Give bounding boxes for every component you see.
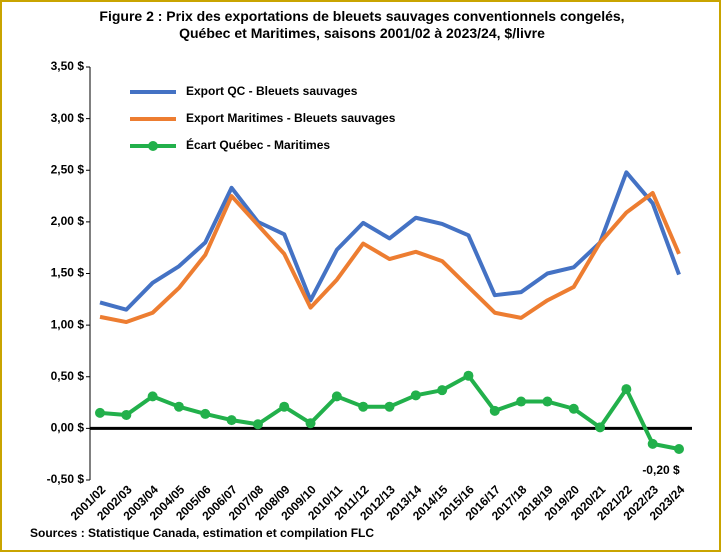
legend-label: Export Maritimes - Bleuets sauvages [186,111,396,125]
series-line [99,170,681,312]
series-marker [437,385,448,396]
series-line [99,373,680,451]
series-marker [384,401,395,412]
y-tick-label: 1,50 $ [51,266,85,280]
value-label: -0,20 $ [642,463,680,477]
legend-label: Export QC - Bleuets sauvages [186,84,358,98]
series-marker [489,405,500,416]
legend-marker [148,141,158,151]
y-tick-label: 1,00 $ [51,317,85,331]
y-tick-label: 3,00 $ [51,111,85,125]
y-tick-label: 0,00 $ [51,421,85,435]
chart-title: Figure 2 : Prix des exportations de bleu… [99,8,625,41]
y-tick-label: 0,50 $ [51,369,85,383]
series-marker [358,401,369,412]
series-marker [674,444,684,455]
series-marker [305,418,316,429]
series-marker [331,391,342,402]
series-marker [542,396,553,407]
legend-label: Écart Québec - Maritimes [186,137,330,152]
series-marker [121,409,132,420]
series-marker [647,438,658,449]
y-tick-label: -0,50 $ [47,472,85,486]
series-marker [252,419,263,430]
series-marker [568,403,579,414]
series-marker [516,396,527,407]
series-marker [279,401,290,412]
series-marker [226,415,237,426]
series-marker [410,390,421,401]
y-tick-label: 2,50 $ [51,162,85,176]
series-line [99,190,681,325]
y-tick-label: 2,00 $ [51,214,85,228]
source-note: Sources : Statistique Canada, estimation… [30,526,374,540]
series-marker [147,391,158,402]
series-marker [173,401,184,412]
series-marker [463,370,474,381]
series-marker [595,422,606,433]
y-tick-label: 3,50 $ [51,59,85,73]
series-marker [95,407,105,418]
series-marker [621,384,632,395]
series-marker [200,408,211,419]
